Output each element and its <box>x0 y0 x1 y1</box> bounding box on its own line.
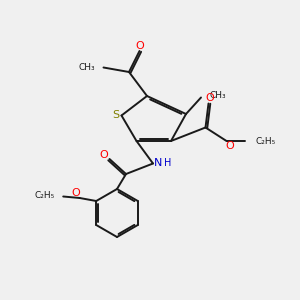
Text: CH₃: CH₃ <box>79 63 95 72</box>
Text: C₂H₅: C₂H₅ <box>34 191 55 200</box>
Text: C₂H₅: C₂H₅ <box>256 136 276 146</box>
Text: N: N <box>154 158 162 169</box>
Text: CH₃: CH₃ <box>209 91 226 100</box>
Text: O: O <box>100 150 109 161</box>
Text: O: O <box>71 188 80 199</box>
Text: O: O <box>136 40 145 51</box>
Text: H: H <box>164 158 172 168</box>
Text: S: S <box>112 110 120 121</box>
Text: O: O <box>206 93 214 103</box>
Text: O: O <box>226 141 235 152</box>
